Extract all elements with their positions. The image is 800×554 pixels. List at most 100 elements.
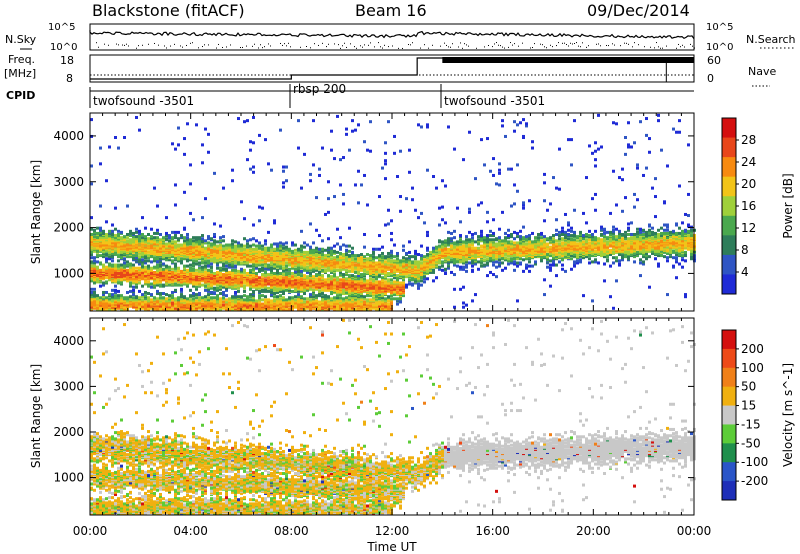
power-cell (339, 289, 342, 293)
power-cell (183, 241, 186, 245)
power-cell (273, 247, 276, 251)
nsearch-tick-top: 10^5 (706, 22, 733, 33)
power-cell (174, 183, 177, 187)
power-cell (333, 296, 336, 300)
power-cell (297, 247, 300, 251)
power-cell (195, 242, 198, 246)
power-cell (303, 254, 306, 258)
power-cell (297, 276, 300, 280)
power-cell (165, 297, 168, 301)
power-cell (270, 268, 273, 272)
power-cell (405, 275, 408, 279)
power-cell (108, 278, 111, 282)
power-cell (204, 295, 207, 299)
power-cell (393, 280, 396, 284)
nsearch-point (284, 43, 285, 45)
power-cell (204, 253, 207, 257)
power-cell (336, 250, 339, 254)
power-cell (258, 267, 261, 271)
nsearch-point (408, 44, 409, 46)
power-cell (393, 259, 396, 263)
power-cell (327, 295, 330, 299)
power-cell (114, 227, 117, 231)
power-cell (330, 297, 333, 301)
power-cell (180, 269, 183, 273)
power-cell (243, 261, 246, 265)
power-cell (156, 253, 159, 257)
power-cell (396, 274, 399, 278)
power-cell (90, 277, 93, 281)
power-cell (183, 295, 186, 299)
power-cell (159, 257, 162, 261)
power-cell (171, 290, 174, 294)
power-cell (309, 286, 312, 290)
power-cell (282, 185, 285, 189)
power-cell (279, 275, 282, 279)
power-cell (120, 241, 123, 245)
power-cell (159, 270, 162, 274)
power-cell (375, 261, 378, 265)
power-cell (384, 297, 387, 301)
power-cell (243, 258, 246, 262)
power-cell (126, 279, 129, 283)
power-cell (390, 281, 393, 285)
power-cell (90, 290, 93, 294)
power-cell (285, 275, 288, 279)
power-cell (234, 247, 237, 251)
power-cell (90, 256, 93, 260)
power-cell (111, 239, 114, 243)
nsearch-point (556, 45, 557, 47)
power-cell (174, 268, 177, 272)
nsearch-point (226, 46, 227, 48)
power-cell (234, 244, 237, 248)
power-cell (330, 290, 333, 294)
power-cell (102, 241, 105, 245)
power-cell (93, 230, 96, 234)
power-cell (414, 249, 417, 253)
power-cell (285, 247, 288, 251)
power-cell (207, 268, 210, 272)
power-cell (282, 298, 285, 302)
power-cell (213, 249, 216, 253)
power-cell (183, 190, 186, 194)
power-cell (246, 279, 249, 283)
power-cell (135, 254, 138, 258)
power-cell (135, 282, 138, 286)
power-cell (222, 273, 225, 277)
nsearch-point (624, 42, 625, 44)
power-cell (171, 270, 174, 274)
power-cell (219, 224, 222, 228)
power-cell (300, 274, 303, 278)
power-cell (120, 280, 123, 284)
nsearch-point (96, 42, 97, 44)
power-cell (294, 264, 297, 268)
power-cell (411, 255, 414, 259)
power-cell (381, 245, 384, 249)
power-cell (381, 251, 384, 255)
power-cell (261, 249, 264, 253)
power-cell (396, 175, 399, 179)
power-cell (372, 303, 375, 307)
nsearch-tick-bottom: 10^0 (706, 42, 733, 53)
power-cell (171, 236, 174, 240)
nsky-line (89, 30, 695, 40)
power-cell (324, 268, 327, 272)
power-cell (306, 306, 309, 310)
power-cell (306, 253, 309, 257)
power-cell (384, 255, 387, 259)
power-cell (225, 294, 228, 298)
power-cell (279, 271, 282, 275)
power-cell (213, 239, 216, 243)
power-cell (276, 268, 279, 272)
power-cell (261, 277, 264, 281)
power-cell (171, 267, 174, 271)
power-cell (114, 275, 117, 279)
power-cell (267, 263, 270, 267)
nsearch-point (446, 44, 447, 46)
power-cell (282, 302, 285, 306)
power-cell (198, 266, 201, 270)
nsearch-point (170, 45, 171, 47)
power-cell (423, 280, 426, 284)
power-cell (219, 271, 222, 275)
power-cell (195, 262, 198, 266)
